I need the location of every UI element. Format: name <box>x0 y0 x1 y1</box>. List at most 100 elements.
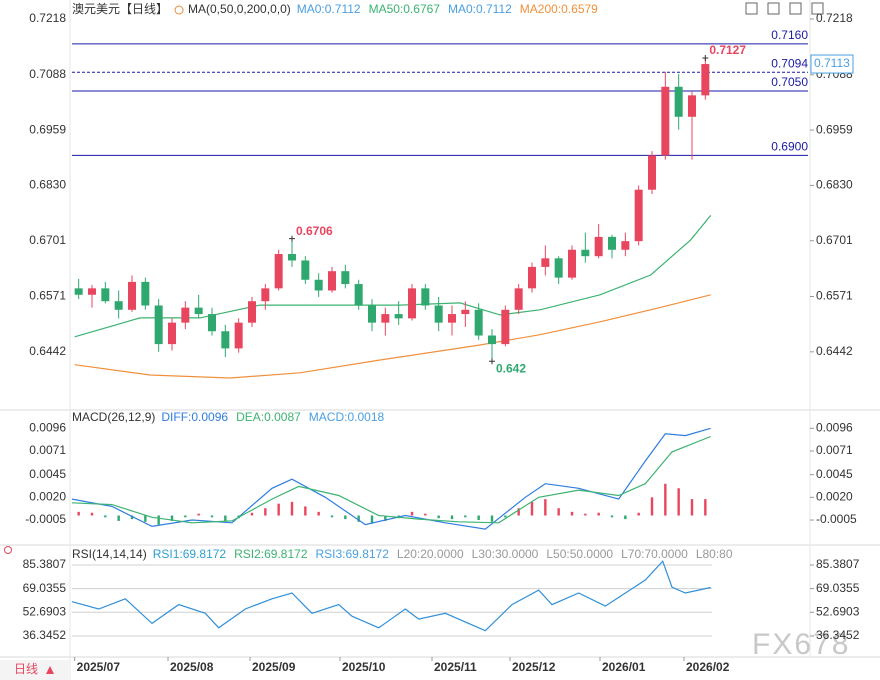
macd-bar <box>264 508 267 516</box>
x-tick-label: 2025/07 <box>77 660 121 674</box>
y-tick-label: 0.6442 <box>816 344 853 358</box>
macd-bar <box>170 515 174 521</box>
y-tick-label: 36.3452 <box>23 628 67 642</box>
candle-body <box>328 271 336 291</box>
macd-bar <box>584 513 587 516</box>
candle-body <box>301 260 310 280</box>
candle-body <box>514 288 523 310</box>
candle-body <box>674 86 683 117</box>
candle-body <box>581 249 590 257</box>
candle-body <box>461 309 470 315</box>
last-price-label: 0.7113 <box>814 56 850 70</box>
y-tick-label: 0.7218 <box>816 11 853 25</box>
y-tick-label: 0.0020 <box>816 490 853 504</box>
legend-entry: L50:50.0000 <box>546 547 613 561</box>
macd-bar <box>490 515 494 522</box>
settings-icon[interactable] <box>4 546 12 554</box>
macd-bar <box>650 497 654 516</box>
macd-bar <box>344 515 347 520</box>
macd-bar <box>530 501 534 516</box>
y-tick-label: 85.3807 <box>23 557 67 571</box>
toolbar-button[interactable] <box>789 2 802 15</box>
toolbar[interactable] <box>745 2 824 15</box>
extreme-marker <box>489 358 495 365</box>
pane-title: RSI(14,14,14) <box>72 547 147 561</box>
extreme-marker <box>702 55 709 62</box>
legend-entry: RSI1:69.8172 <box>153 547 227 561</box>
x-tick-label: 2025/12 <box>512 660 556 674</box>
macd-bar <box>610 515 614 518</box>
macd-bar <box>557 508 560 516</box>
macd-bar <box>117 515 120 521</box>
pane-title: MACD(26,12,9) <box>72 410 155 424</box>
macd-bar <box>477 515 480 521</box>
toolbar-button[interactable] <box>811 2 824 15</box>
candle-body <box>354 284 363 306</box>
candle-body <box>434 305 443 323</box>
toolbar-button[interactable] <box>745 2 758 15</box>
macd-bar <box>677 488 680 516</box>
y-tick-label: 0.6571 <box>29 289 66 303</box>
candle-body <box>408 288 416 319</box>
legend-entry: MACD:0.0018 <box>309 410 385 424</box>
timeframe-label[interactable]: 日线 <box>14 662 38 676</box>
macd-bar <box>277 503 280 516</box>
macd-bar <box>517 508 520 516</box>
legend-entry: L80:80 <box>696 547 733 561</box>
candle-body <box>101 288 110 302</box>
extreme-label: 0.6706 <box>296 224 333 238</box>
macd-bar <box>410 511 414 516</box>
macd-bar <box>384 515 387 521</box>
x-tick-label: 2025/11 <box>434 660 477 674</box>
candle-body <box>608 236 616 250</box>
macd-bar <box>437 515 440 519</box>
x-tick-label: 2025/08 <box>170 660 214 674</box>
legend-entry: DEA:0.0087 <box>236 410 301 424</box>
timeframe-arrow[interactable] <box>46 666 54 674</box>
y-tick-label: 0.6959 <box>29 122 66 136</box>
candle-body <box>234 322 243 349</box>
y-tick-label: 0.7218 <box>29 11 66 25</box>
candle-body <box>554 258 563 278</box>
candle-body <box>274 254 283 289</box>
macd-bar <box>157 515 160 525</box>
candle-body <box>168 322 176 345</box>
x-tick-label: 2025/09 <box>252 660 296 674</box>
legend-entry: RSI3:69.8172 <box>316 547 390 561</box>
macd-bar <box>704 499 707 516</box>
toolbar-button[interactable] <box>767 2 780 15</box>
candle-body <box>381 314 390 323</box>
macd-bar <box>624 515 627 520</box>
macd-bar <box>664 483 667 516</box>
price-level-label: 0.6900 <box>771 140 808 154</box>
y-tick-label: 0.0045 <box>816 467 853 481</box>
y-tick-label: 0.0071 <box>29 443 66 457</box>
price-level-label: 0.7160 <box>771 28 808 42</box>
extreme-label: 0.7127 <box>709 43 746 57</box>
macd-bar <box>250 512 254 516</box>
indicator-line <box>71 560 711 632</box>
candle-body <box>341 271 350 285</box>
timeframe-button[interactable] <box>0 660 70 680</box>
legend-entry: MA50:0.6767 <box>369 2 441 16</box>
candle-body <box>74 288 83 295</box>
candle-body <box>248 301 256 323</box>
macd-bar <box>370 515 374 524</box>
macd-bar <box>90 512 94 516</box>
macd-bar <box>224 515 227 521</box>
y-tick-label: 36.3452 <box>816 628 860 642</box>
price-level-label: 0.7094 <box>771 56 808 70</box>
y-tick-label: 52.6903 <box>23 604 67 618</box>
macd-bar <box>504 515 507 518</box>
candle-body <box>154 305 163 345</box>
y-tick-label: 0.6959 <box>816 122 853 136</box>
candle-body <box>194 307 203 315</box>
y-tick-label: 0.7088 <box>29 67 66 81</box>
x-tick-label: 2025/10 <box>342 660 386 674</box>
y-tick-label: 0.0045 <box>29 467 66 481</box>
y-tick-label: 0.6442 <box>29 344 66 358</box>
y-tick-label: 85.3807 <box>816 557 860 571</box>
macd-bar <box>637 512 640 516</box>
y-tick-label: 0.0020 <box>29 490 66 504</box>
